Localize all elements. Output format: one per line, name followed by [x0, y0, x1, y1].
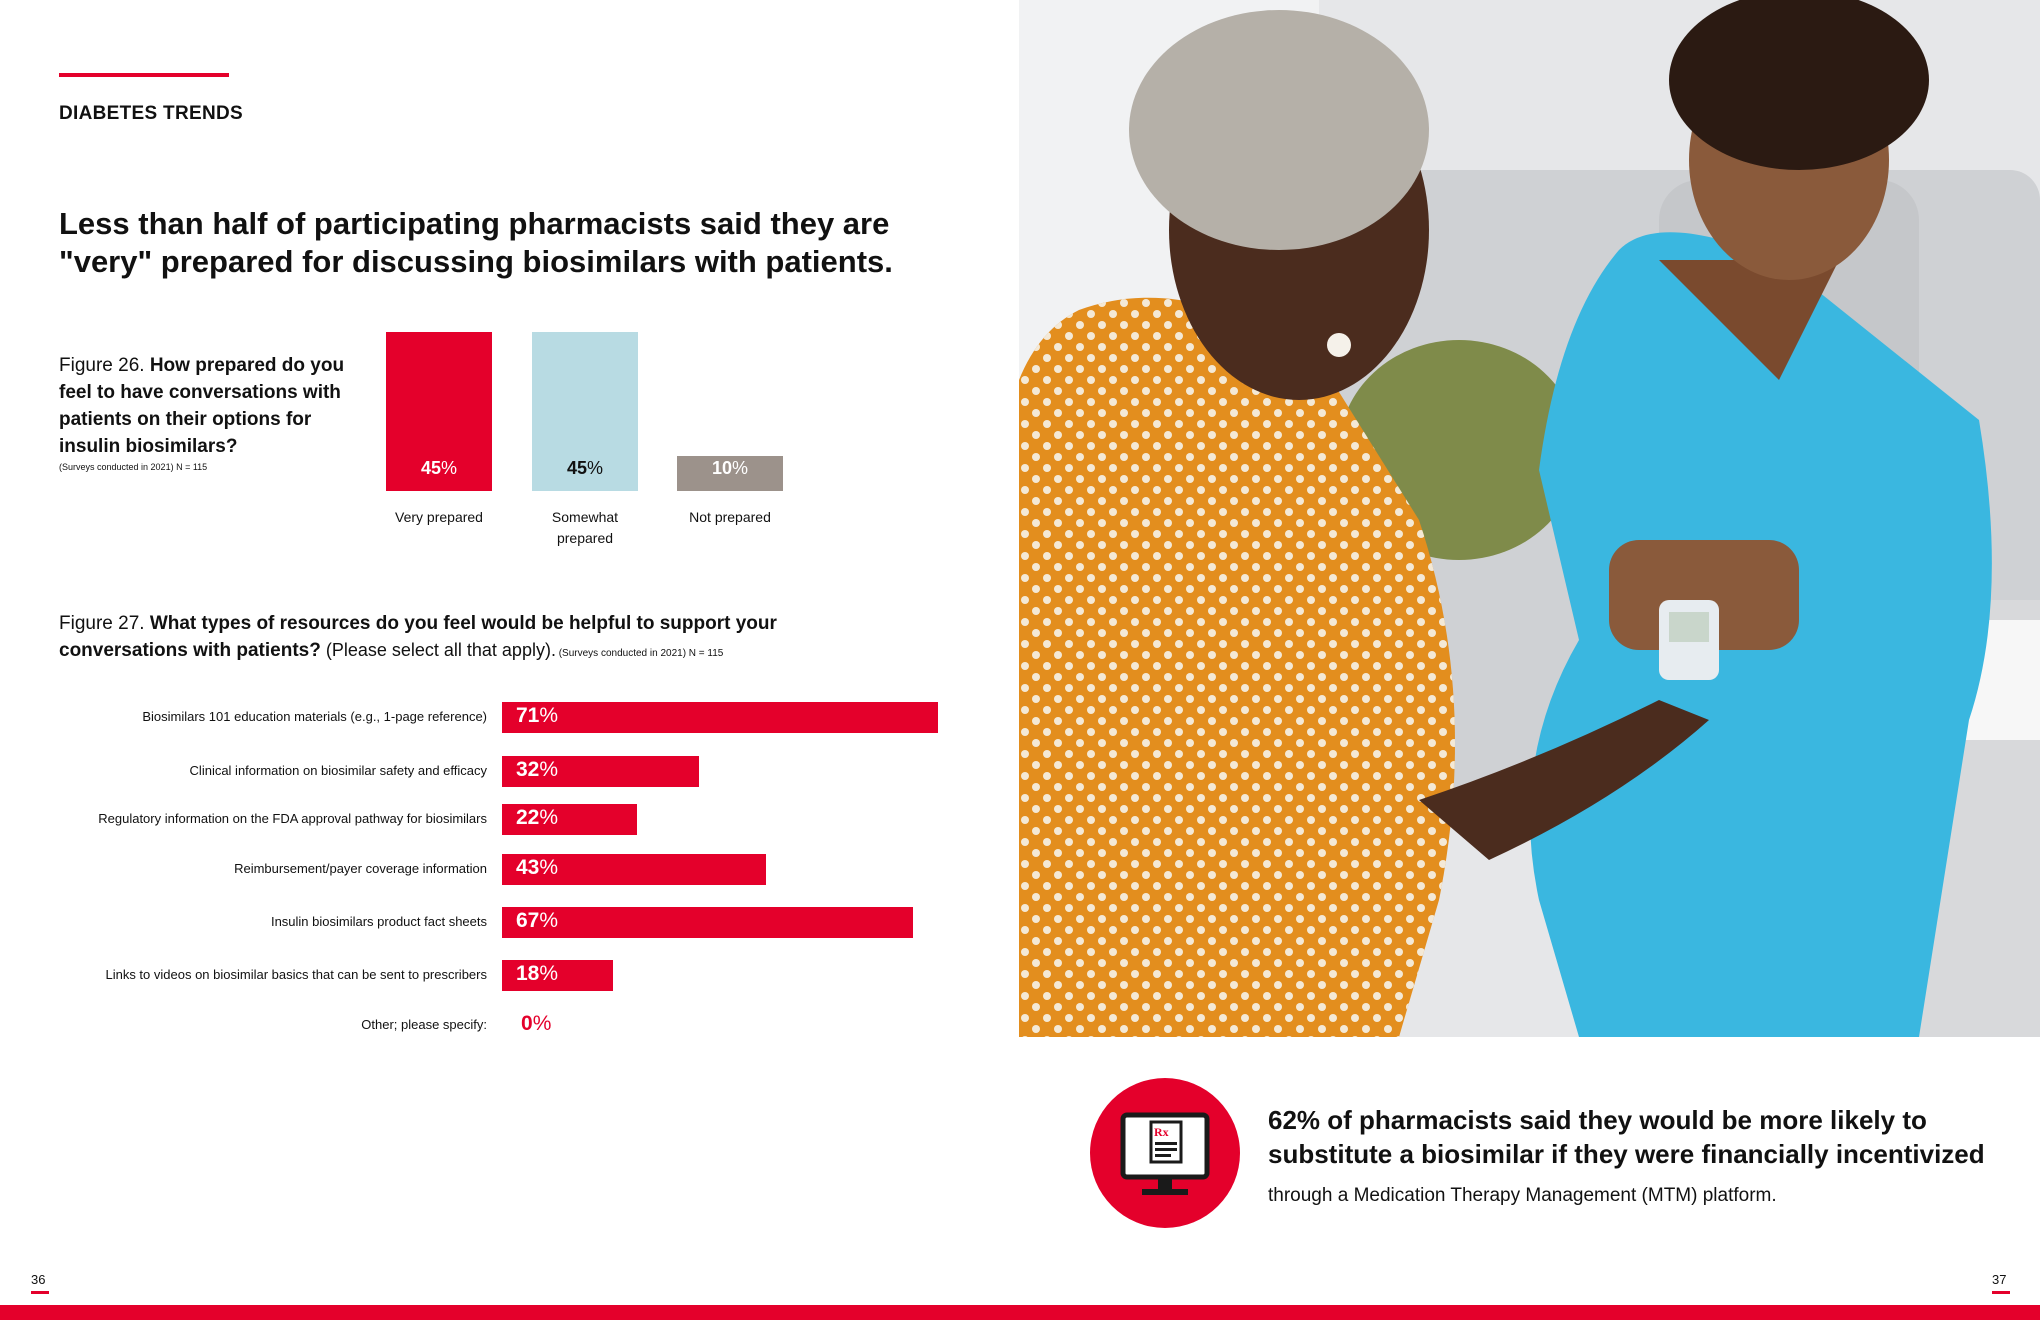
figure-27-bar-value-unit: %	[539, 909, 559, 932]
computer-prescription-icon: Rx	[1090, 1078, 1240, 1228]
figure-26-bar-value-unit: %	[441, 458, 458, 478]
figure-27-caption: Figure 27. What types of resources do yo…	[59, 610, 859, 667]
figure-27-bar	[502, 804, 638, 835]
figure-27-bar-value: 32%	[516, 758, 558, 782]
figure-27-bar	[502, 960, 613, 991]
figure-27-bar-value-number: 18	[516, 962, 540, 985]
figure-27-category-label: Other; please specify:	[361, 1017, 487, 1032]
figure-27-bar-value-unit: %	[532, 1012, 552, 1035]
page-number-left-underline	[31, 1291, 49, 1294]
figure-26-bar: 45%	[386, 332, 492, 491]
figure-26-category-label: Not prepared	[689, 509, 771, 525]
figure-26-bar: 10%	[677, 455, 783, 491]
figure-26-prefix: Figure 26.	[59, 355, 150, 376]
figure-27-bar-value-unit: %	[539, 962, 559, 985]
page-number-left: 36	[31, 1272, 46, 1287]
figure-26-caption: Figure 26. How prepared do you feel to h…	[59, 352, 359, 474]
figure-27-bar-value-number: 43	[516, 856, 540, 879]
page-number-right-underline	[1992, 1291, 2010, 1294]
figure-27-category-label: Biosimilars 101 education materials (e.g…	[142, 709, 487, 724]
callout-text: 62% of pharmacists said they would be mo…	[1268, 1103, 2028, 1213]
footer-bar	[0, 1305, 2040, 1320]
figure-27-category-label: Links to videos on biosimilar basics tha…	[105, 967, 487, 982]
page-headline: Less than half of participating pharmaci…	[59, 206, 893, 279]
section-label: DIABETES TRENDS	[59, 103, 243, 124]
figure-27-bar-value-number: 67	[516, 909, 540, 932]
figure-26-category-label: Somewhat prepared	[551, 509, 619, 546]
figure-27-instruction: (Please select all that apply).	[320, 640, 556, 660]
figure-27-bar-value: 0%	[521, 1012, 551, 1036]
figure-27-bar-value-unit: %	[539, 758, 559, 781]
figure-27-bar-value: 18%	[516, 962, 558, 986]
figure-26-category-label: Very prepared	[395, 509, 483, 525]
figure-26-question: How prepared do you feel to have convers…	[59, 355, 345, 457]
accent-rule	[59, 73, 229, 77]
page-number-right: 37	[1992, 1272, 2007, 1287]
figure-26-bar-value: 45%	[532, 458, 638, 479]
figure-27-category-label: Regulatory information on the FDA approv…	[98, 811, 487, 826]
figure-27-bar-value-unit: %	[539, 704, 559, 727]
figure-27-bar-value: 67%	[516, 909, 558, 933]
figure-26-bar-value: 10%	[677, 458, 783, 479]
figure-27-bar-value-number: 0	[521, 1012, 533, 1035]
figure-27-bar-value-number: 32	[516, 758, 540, 781]
figure-27-bar-value: 71%	[516, 704, 558, 728]
figure-27-bar-value: 22%	[516, 806, 558, 830]
figure-27-bar	[502, 907, 914, 938]
figure-27-bar-value-number: 22	[516, 806, 540, 829]
figure-27-bar-value: 43%	[516, 856, 558, 880]
figure-26-bar-value-number: 10	[711, 457, 732, 478]
figure-26-note: (Surveys conducted in 2021) N = 115	[59, 462, 208, 472]
figure-26-bar-value-unit: %	[732, 457, 749, 478]
figure-27-category-label: Clinical information on biosimilar safet…	[189, 763, 487, 778]
figure-26-bar: 45%	[532, 332, 638, 491]
figure-27-category-label: Insulin biosimilars product fact sheets	[270, 914, 487, 929]
figure-27-category-label: Reimbursement/payer coverage information	[234, 861, 487, 876]
figure-27-bar	[502, 702, 938, 733]
figure-27-note: (Surveys conducted in 2021) N = 115	[555, 648, 724, 659]
figure-27-bar-value-unit: %	[539, 806, 559, 829]
callout-normal-text: through a Medication Therapy Management …	[1268, 1185, 1777, 1206]
figure-27-bar-value-number: 71	[516, 704, 540, 727]
figure-27-bar	[502, 756, 699, 787]
figure-27-prefix: Figure 27.	[59, 613, 150, 634]
callout-bold-text: 62% of pharmacists said they would be mo…	[1268, 1105, 1985, 1169]
svg-text:Rx: Rx	[1154, 1125, 1169, 1139]
figure-26-bar-value-unit: %	[587, 458, 604, 478]
figure-27-question: What types of resources do you feel woul…	[59, 613, 777, 661]
pharmacist-glucose-test-photo	[1019, 0, 2040, 1037]
figure-26-bar-value-number: 45	[420, 458, 441, 478]
figure-26-bar-value: 45%	[386, 458, 492, 479]
figure-27-bar-value-unit: %	[539, 856, 559, 879]
figure-27-bar	[502, 854, 767, 885]
figure-26-bar-value-number: 45	[566, 458, 587, 478]
